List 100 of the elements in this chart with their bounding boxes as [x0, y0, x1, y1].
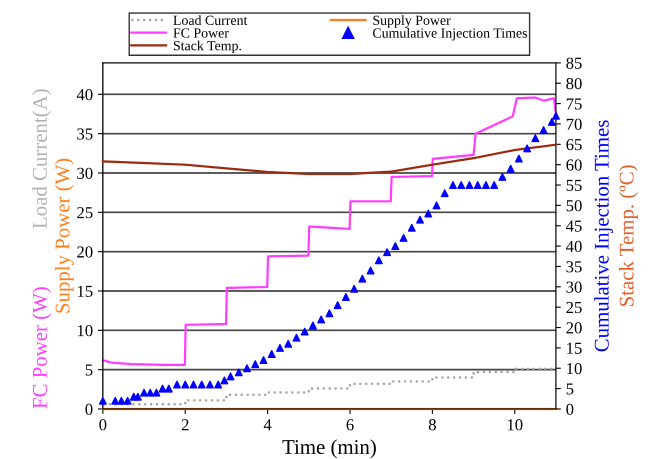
legend-label: Load Current	[173, 15, 248, 25]
point	[416, 216, 424, 224]
point	[98, 396, 107, 405]
point	[400, 234, 408, 242]
y2-tick-label: 75	[566, 98, 582, 110]
point	[140, 388, 148, 397]
y-tick-label: 0	[85, 404, 92, 415]
y-tick-label: 30	[77, 168, 92, 179]
point	[490, 181, 498, 189]
point	[391, 242, 400, 250]
point	[198, 380, 206, 388]
x-tick-label: 0	[99, 419, 106, 430]
legend-label: Supply Power	[373, 15, 451, 28]
point	[226, 372, 234, 380]
point	[342, 293, 350, 301]
point	[164, 384, 173, 393]
point	[234, 368, 243, 376]
point	[220, 376, 228, 384]
point	[181, 380, 190, 388]
text: Cumulative Injection Times	[594, 120, 613, 352]
y2-tick-label: 65	[566, 139, 582, 150]
y2-tick-label: 80	[566, 78, 582, 90]
y-tick-label: 40	[76, 89, 92, 100]
point	[243, 364, 251, 372]
point	[474, 181, 482, 189]
y2-tick-label: 85	[566, 58, 582, 69]
point	[317, 315, 326, 324]
point	[523, 144, 532, 152]
point	[300, 328, 309, 336]
point	[552, 112, 560, 120]
y-axis-title: Supply Power (W)	[54, 158, 74, 313]
x-tick-label: 4	[264, 419, 272, 430]
text: FC Power (W)	[32, 287, 52, 408]
y2-tick-label: 15	[567, 342, 582, 354]
point	[482, 181, 490, 189]
y2-tick-label: 40	[566, 240, 582, 252]
y2-tick-label: 45	[566, 220, 582, 232]
point	[173, 380, 181, 388]
point	[449, 181, 457, 189]
point	[111, 396, 120, 405]
point	[308, 322, 317, 330]
point	[190, 380, 198, 388]
y2-tick-label: 70	[566, 118, 582, 130]
point	[366, 266, 375, 274]
point	[374, 256, 383, 264]
x-tick-label: 2	[182, 419, 188, 430]
y-tick-label: 25	[77, 207, 92, 218]
y2-tick-label: 10	[567, 362, 582, 374]
x-tick-label: 10	[508, 419, 522, 430]
point	[268, 350, 276, 358]
point	[260, 356, 268, 364]
point	[350, 284, 358, 293]
point	[152, 388, 160, 397]
point	[498, 172, 506, 181]
point	[531, 134, 540, 142]
point	[117, 396, 126, 405]
x-axis-title: Time (min)	[282, 439, 376, 458]
point	[334, 301, 342, 310]
y2-tick-label: 25	[566, 302, 582, 314]
point	[325, 309, 334, 318]
y2-tick-label: 5	[566, 383, 574, 395]
point	[383, 248, 392, 256]
point	[251, 360, 260, 368]
y2-tick-label: 50	[566, 200, 582, 212]
point	[432, 201, 440, 210]
point	[284, 340, 292, 348]
legend-label: Cumulative Injection Times	[372, 28, 528, 41]
y2-tick-label: 30	[566, 282, 582, 293]
point	[540, 126, 548, 134]
point	[514, 154, 523, 163]
point	[440, 189, 449, 198]
point	[548, 118, 556, 126]
line-series	[102, 144, 558, 176]
point	[424, 210, 432, 218]
point	[506, 164, 515, 173]
text: Load Current(A)	[32, 89, 52, 228]
y-tick-label: 5	[86, 364, 92, 376]
y2-tick-label: 35	[566, 261, 582, 272]
point	[146, 388, 154, 397]
point	[124, 396, 132, 405]
x-tick-label: 6	[346, 419, 354, 430]
y2-tick-label: 55	[566, 180, 582, 191]
point	[276, 344, 284, 352]
point	[457, 181, 466, 189]
y-tick-label: 10	[78, 325, 92, 336]
point	[214, 380, 222, 388]
point	[158, 384, 167, 393]
point	[408, 224, 416, 232]
y-tick-label: 20	[77, 246, 92, 258]
y2-axis-title: Stack Temp. (ºC)	[619, 165, 638, 306]
legend-label: Stack Temp.	[174, 40, 242, 54]
y2-tick-label: 60	[566, 159, 582, 171]
point	[134, 392, 142, 401]
y2-tick-label: 20	[566, 322, 582, 334]
point	[292, 334, 300, 342]
y2-tick-label: 0	[566, 404, 574, 415]
x-tick-label: 8	[428, 419, 436, 430]
y-tick-label: 15	[78, 286, 92, 297]
point	[466, 181, 474, 189]
point	[358, 274, 366, 283]
